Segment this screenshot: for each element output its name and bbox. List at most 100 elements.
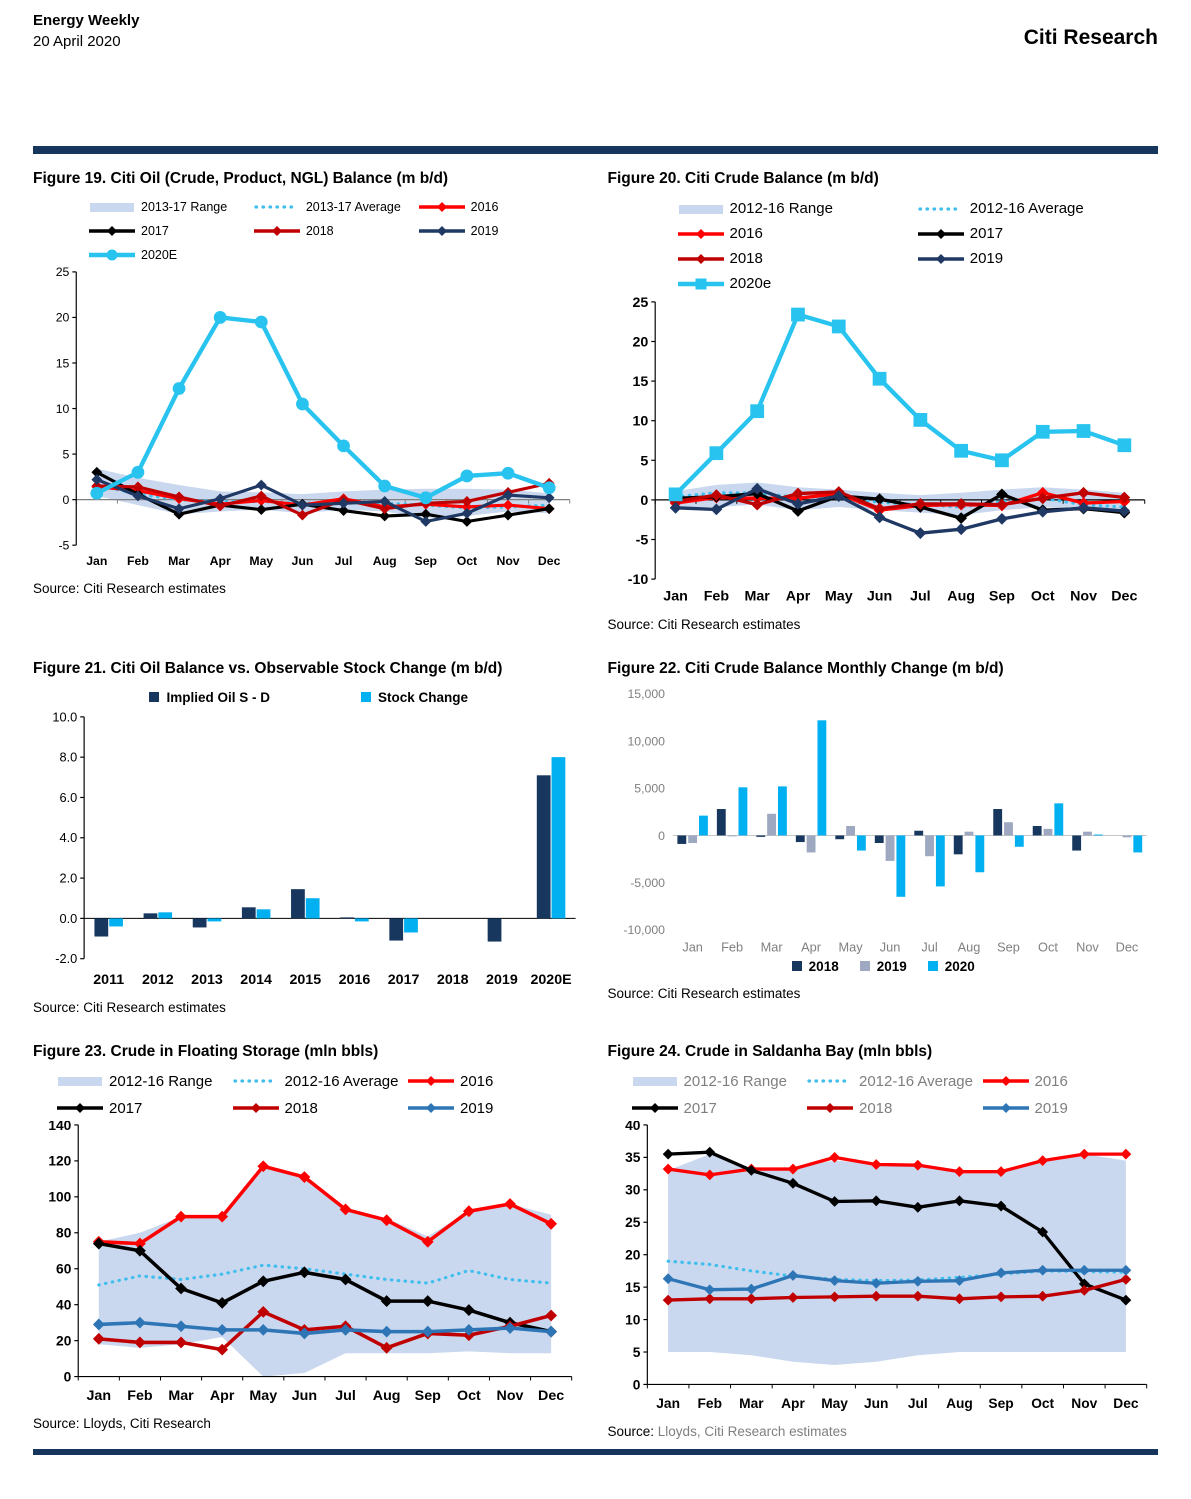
svg-text:100: 100 <box>48 1189 71 1204</box>
svg-text:Dec: Dec <box>1115 939 1138 954</box>
line-diamond-swatch-icon <box>89 226 135 236</box>
legend-item-2012-16-average: 2012-16 Average <box>807 1073 983 1090</box>
figure-24-title: Figure 24. Crude in Saldanha Bay (mln bb… <box>607 1042 933 1060</box>
svg-text:15: 15 <box>632 374 648 390</box>
line-diamond-swatch-icon <box>57 1103 103 1114</box>
figure-19-source: Source: Citi Research estimates <box>33 581 584 596</box>
svg-text:120: 120 <box>48 1153 71 1168</box>
svg-text:Jul: Jul <box>335 554 353 568</box>
line-square-swatch-icon <box>677 278 724 289</box>
legend-item-2012-16-average: 2012-16 Average <box>918 200 1158 217</box>
figure-21-legend: Implied Oil S - D Stock Change <box>33 690 584 705</box>
source-text: Citi Research estimates <box>83 580 226 596</box>
svg-text:Nov: Nov <box>1071 1396 1097 1411</box>
svg-text:2014: 2014 <box>240 972 272 988</box>
svg-text:Apr: Apr <box>781 1396 805 1411</box>
svg-text:25: 25 <box>625 1215 641 1230</box>
svg-text:Jun: Jun <box>879 939 900 954</box>
svg-text:2020E: 2020E <box>530 972 571 988</box>
svg-text:Feb: Feb <box>697 1396 721 1411</box>
square-swatch-icon <box>149 692 160 703</box>
svg-text:Dec: Dec <box>1113 1396 1139 1411</box>
svg-text:6.0: 6.0 <box>59 790 77 805</box>
svg-text:Jan: Jan <box>86 554 107 568</box>
figure-20-panel: Figure 20. Citi Crude Balance (m b/d) 20… <box>608 170 1159 632</box>
figure-20-source: Source: Citi Research estimates <box>608 617 1159 632</box>
figure-21-source: Source: Citi Research estimates <box>33 1000 584 1015</box>
svg-text:Jul: Jul <box>335 1388 356 1404</box>
svg-text:-10: -10 <box>627 572 648 588</box>
figure-22-source: Source: Citi Research estimates <box>608 986 1159 1001</box>
legend-label: 2020 <box>944 958 975 974</box>
svg-text:-2.0: -2.0 <box>55 951 77 966</box>
figure-19-title: Figure 19. Citi Oil (Crude, Product, NGL… <box>33 170 449 187</box>
line-diamond-swatch-icon <box>408 1076 454 1087</box>
line-circle-swatch-icon <box>89 249 135 261</box>
legend-label: 2017 <box>683 1099 717 1117</box>
figure-23-legend: 2012-16 Range 2012-16 Average 2016 2017 2018… <box>33 1073 584 1117</box>
svg-text:Jan: Jan <box>682 939 703 954</box>
svg-text:0: 0 <box>64 1369 72 1384</box>
source-label: Source: <box>33 999 80 1015</box>
svg-text:Jul: Jul <box>910 589 931 605</box>
line-diamond-swatch-icon <box>631 1103 678 1114</box>
svg-text:Aug: Aug <box>957 939 980 954</box>
svg-text:Feb: Feb <box>127 554 149 568</box>
legend-item-2019: 2019 <box>859 959 907 974</box>
figure-21-title: Figure 21. Citi Oil Balance vs. Observab… <box>33 659 503 677</box>
figure-23-source: Source: Lloyds, Citi Research <box>33 1416 584 1431</box>
svg-text:2017: 2017 <box>388 972 420 988</box>
legend-item-2018: 2018 <box>791 959 839 974</box>
report-heading: Energy Weekly 20 April 2020 <box>33 12 139 50</box>
svg-text:2015: 2015 <box>289 972 321 988</box>
svg-text:Mar: Mar <box>760 939 783 954</box>
legend-item-2018: 2018 <box>677 250 918 267</box>
figure-24-legend: 2012-16 Range 2012-16 Average 2016 2017 2018… <box>608 1073 1159 1117</box>
svg-text:-5: -5 <box>635 532 648 548</box>
line-diamond-swatch-icon <box>408 1103 454 1114</box>
figure-23-panel: Figure 23. Crude in Floating Storage (ml… <box>33 1043 584 1439</box>
svg-text:-5,000: -5,000 <box>630 876 665 890</box>
svg-text:Feb: Feb <box>127 1388 153 1404</box>
svg-text:Jun: Jun <box>292 1388 317 1404</box>
legend-label: Stock Change <box>377 689 469 705</box>
svg-text:Jan: Jan <box>87 1388 112 1404</box>
square-swatch-icon <box>859 961 870 972</box>
legend-item-2019: 2019 <box>982 1100 1159 1117</box>
svg-text:Nov: Nov <box>497 1388 524 1404</box>
legend-label: 2019 <box>460 1099 494 1117</box>
legend-item-2013-17-average: 2013-17 Average <box>254 200 419 214</box>
svg-text:Jun: Jun <box>866 589 891 605</box>
svg-text:Nov: Nov <box>496 554 519 568</box>
svg-text:Aug: Aug <box>373 1388 401 1404</box>
source-text: Lloyds, Citi Research estimates <box>657 1423 847 1439</box>
legend-label: 2012-16 Average <box>859 1072 973 1090</box>
svg-text:2.0: 2.0 <box>59 870 77 885</box>
legend-label: 2019 <box>969 250 1004 267</box>
figures-grid: Figure 19. Citi Oil (Crude, Product, NGL… <box>33 170 1158 1439</box>
svg-text:5: 5 <box>640 453 648 469</box>
svg-text:-10,000: -10,000 <box>623 923 665 937</box>
line-diamond-swatch-icon <box>917 228 964 239</box>
legend-item-stock-change: Stock Change <box>360 690 468 705</box>
svg-text:15: 15 <box>56 356 70 370</box>
svg-text:2019: 2019 <box>486 972 518 988</box>
square-swatch-icon <box>927 961 938 972</box>
svg-text:8.0: 8.0 <box>59 749 77 764</box>
legend-item-implied-oil-s-d: Implied Oil S - D <box>148 690 270 705</box>
legend-item-2016: 2016 <box>418 200 584 214</box>
svg-text:-5: -5 <box>58 538 69 552</box>
svg-text:20: 20 <box>56 1333 72 1348</box>
svg-text:Jul: Jul <box>921 939 937 954</box>
figure-20-legend: 2012-16 Range 2012-16 Average 2016 2017 2018… <box>608 200 1159 292</box>
source-label: Source: <box>607 985 655 1001</box>
legend-item-2017: 2017 <box>917 225 1158 242</box>
source-label: Source: <box>607 616 655 632</box>
square-swatch-icon <box>791 961 802 972</box>
line-diamond-swatch-icon <box>418 202 465 212</box>
square-swatch-icon <box>360 692 371 703</box>
svg-text:Nov: Nov <box>1076 939 1099 954</box>
legend-item-2020e: 2020e <box>677 275 918 292</box>
page-header: Energy Weekly 20 April 2020 Citi Researc… <box>33 12 1158 50</box>
figure-22-panel: Figure 22. Citi Crude Balance Monthly Ch… <box>608 660 1159 1015</box>
